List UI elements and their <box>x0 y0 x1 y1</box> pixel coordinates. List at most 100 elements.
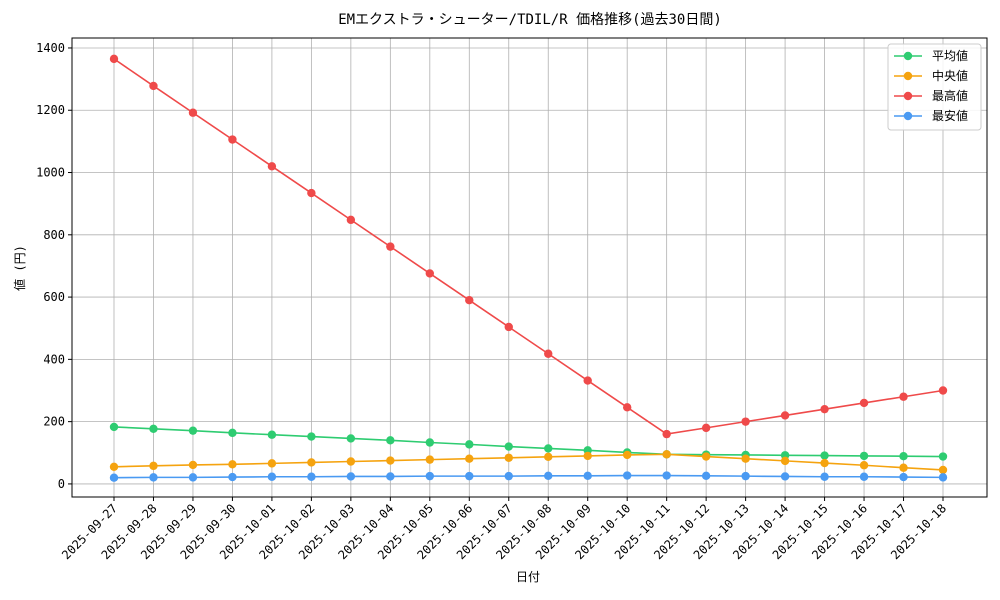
series-line <box>113 474 944 479</box>
y-tick-label: 0 <box>58 477 65 491</box>
point <box>899 463 908 472</box>
point <box>662 471 671 480</box>
point <box>149 473 158 482</box>
series-line <box>113 426 944 458</box>
y-axis-label: 値 (円) <box>12 245 27 291</box>
point <box>504 442 513 451</box>
point <box>465 471 474 481</box>
point <box>583 451 592 461</box>
point <box>228 460 237 469</box>
point <box>149 461 158 471</box>
point <box>425 269 435 278</box>
point <box>188 473 198 482</box>
point <box>938 386 948 395</box>
y-tick-label: 1000 <box>36 166 65 180</box>
point <box>859 472 869 481</box>
point <box>425 455 435 464</box>
point <box>267 459 277 468</box>
y-tick-label: 1400 <box>36 41 65 55</box>
point <box>780 411 790 420</box>
legend-marker <box>903 51 913 61</box>
series-line <box>113 453 944 471</box>
point <box>346 457 356 466</box>
point <box>267 472 277 481</box>
point <box>820 404 829 414</box>
point <box>938 473 948 482</box>
y-tick-label: 200 <box>43 415 65 429</box>
point <box>386 472 395 481</box>
point <box>188 426 198 435</box>
point <box>386 456 395 465</box>
point <box>307 188 316 198</box>
point <box>662 429 671 439</box>
x-axis-label: 日付 <box>516 570 540 584</box>
point <box>938 452 948 461</box>
point <box>741 471 750 481</box>
point <box>899 392 908 401</box>
legend-marker <box>903 111 913 121</box>
point <box>780 472 790 481</box>
y-tick-label: 600 <box>43 290 65 304</box>
point <box>425 471 435 481</box>
legend-label: 最高値 <box>932 88 968 103</box>
point <box>346 215 356 225</box>
point <box>859 451 869 461</box>
point <box>859 461 869 470</box>
point <box>859 398 869 408</box>
point <box>741 417 750 426</box>
point <box>701 471 711 481</box>
point <box>307 472 316 481</box>
series-line <box>113 58 944 435</box>
legend-label: 平均値 <box>932 48 968 63</box>
point <box>346 434 356 443</box>
point <box>504 453 513 462</box>
point <box>267 430 277 439</box>
point <box>938 465 948 475</box>
point <box>425 438 435 447</box>
point <box>109 54 119 64</box>
point <box>701 452 711 461</box>
point <box>583 471 592 481</box>
point <box>820 458 829 468</box>
point <box>820 451 829 460</box>
point <box>267 162 277 171</box>
legend-marker <box>903 71 913 81</box>
legend-label: 最安値 <box>932 108 968 123</box>
point <box>622 471 632 480</box>
point <box>149 81 158 91</box>
point <box>149 424 158 434</box>
point <box>899 452 908 461</box>
point <box>780 456 790 466</box>
point <box>544 452 553 462</box>
point <box>188 108 198 117</box>
point <box>307 458 316 467</box>
point <box>228 135 237 144</box>
legend-label: 中央値 <box>932 68 968 83</box>
legend-box <box>887 43 982 131</box>
point <box>188 460 198 470</box>
point <box>109 473 119 482</box>
point <box>622 403 632 412</box>
point <box>465 454 474 463</box>
y-tick-label: 800 <box>43 228 65 242</box>
point <box>899 472 908 482</box>
plot-frame <box>71 37 988 498</box>
point <box>662 450 671 459</box>
point <box>504 322 513 332</box>
point <box>544 349 553 358</box>
point <box>346 472 356 481</box>
point <box>504 471 513 481</box>
point <box>741 454 750 463</box>
y-tick-label: 1200 <box>36 103 65 117</box>
point <box>386 436 395 445</box>
legend-marker <box>903 91 913 101</box>
point <box>622 450 632 460</box>
point <box>109 422 119 432</box>
point <box>820 472 829 481</box>
point <box>307 432 316 441</box>
point <box>701 423 711 433</box>
point <box>386 242 395 251</box>
